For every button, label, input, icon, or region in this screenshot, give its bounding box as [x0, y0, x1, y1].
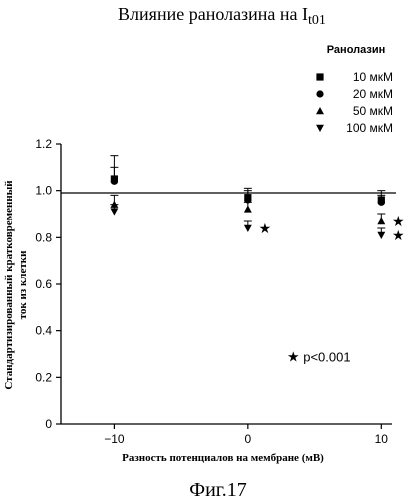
y-tick-label: 0.6 [35, 277, 52, 291]
y-axis-label-line2: ток из клетки [17, 250, 29, 319]
figure-caption: Фиг.17 [189, 479, 246, 499]
legend-label: 20 мкМ [353, 87, 393, 101]
legend-label: 50 мкМ [353, 104, 393, 118]
significance-star: ★ [392, 228, 405, 244]
x-tick-label: −10 [104, 432, 125, 446]
y-tick-label: 0.4 [35, 324, 52, 338]
y-tick-label: 1.0 [35, 184, 52, 198]
annotation-star: ★ [287, 349, 300, 365]
legend-marker [316, 107, 324, 114]
data-point [377, 232, 385, 239]
chart-title: Влияние ранолазина на It01 [118, 4, 326, 28]
y-tick-label: 0 [45, 417, 52, 431]
data-point [377, 217, 385, 224]
x-axis-label: Разность потенциалов на мембране (мВ) [122, 452, 324, 464]
legend-label: 10 мкМ [353, 70, 393, 84]
legend-marker [316, 73, 323, 80]
data-point [378, 199, 385, 206]
legend: Ранолазин 10 мкМ 20 мкМ 50 мкМ 100 мкМ [316, 44, 393, 135]
y-tick-label: 1.2 [35, 137, 52, 151]
axes: 0 0.2 0.4 0.6 0.8 1.0 1.2 −10 0 10 [35, 137, 396, 446]
legend-marker [316, 90, 323, 97]
y-tick-label: 0.2 [35, 370, 52, 384]
legend-title: Ранолазин [327, 44, 386, 56]
data-point [244, 225, 252, 232]
data-point [244, 205, 252, 212]
annotation-text: p<0.001 [303, 349, 350, 364]
legend-items: 10 мкМ 20 мкМ 50 мкМ 100 мкМ [316, 70, 393, 135]
data-point [111, 178, 118, 185]
y-axis-label: Стандартизированный кратковременный ток … [3, 180, 29, 390]
legend-label: 100 мкМ [346, 121, 393, 135]
plot-marks: ★★★★p<0.001 [110, 156, 404, 366]
legend-marker [316, 125, 324, 132]
y-axis-label-line1: Стандартизированный кратковременный [3, 180, 15, 390]
x-tick-label: 0 [245, 432, 252, 446]
x-tick-label: 10 [375, 432, 389, 446]
significance-star: ★ [259, 221, 272, 237]
y-tick-label: 0.8 [35, 230, 52, 244]
data-point [110, 208, 118, 215]
